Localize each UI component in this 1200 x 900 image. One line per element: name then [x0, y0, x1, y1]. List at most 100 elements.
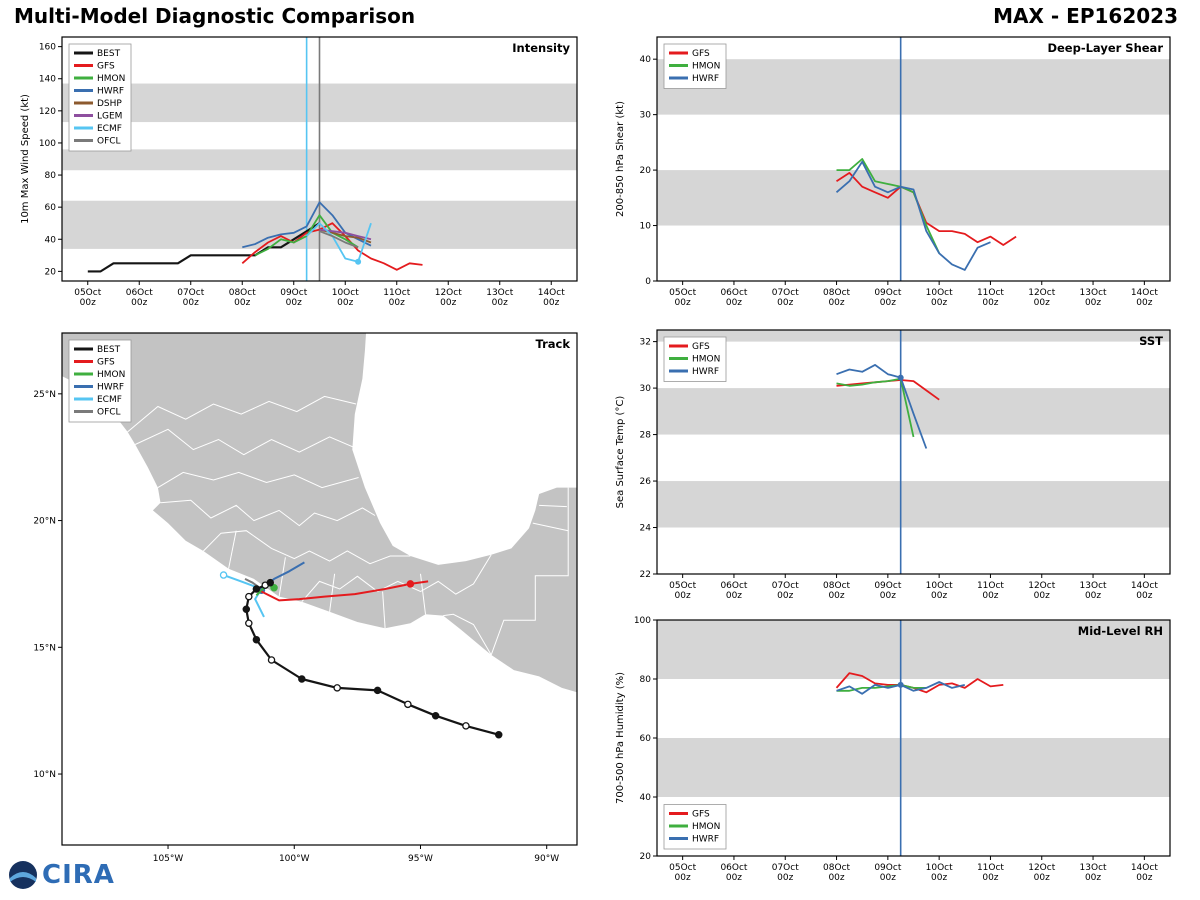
x-tick-date: 12Oct — [1028, 581, 1055, 591]
lon-tick-label: 90°W — [534, 854, 559, 864]
state-boundary — [160, 499, 376, 527]
y-tick-label: 120 — [39, 107, 56, 117]
shaded-band — [657, 59, 1170, 115]
y-tick-label: 10 — [640, 222, 652, 232]
marker-hwrf — [897, 374, 904, 381]
state-boundary — [539, 504, 567, 508]
legend-label-dshp: DSHP — [97, 99, 122, 109]
x-tick-hour: 00z — [80, 298, 96, 308]
legend-label-hwrf: HWRF — [97, 383, 124, 393]
x-tick-date: 07Oct — [772, 288, 799, 298]
state-boundary — [382, 591, 386, 629]
x-tick-date: 14Oct — [1131, 288, 1158, 298]
noaa-logo-icon — [9, 861, 37, 889]
x-tick-date: 11Oct — [977, 288, 1004, 298]
land-mexico — [62, 333, 577, 693]
position-marker-best — [431, 711, 440, 720]
x-tick-date: 14Oct — [538, 288, 565, 298]
x-tick-hour: 00z — [777, 591, 793, 601]
position-marker-best — [266, 578, 275, 587]
panel-title: Deep-Layer Shear — [1047, 41, 1163, 55]
position-marker-best — [494, 730, 503, 739]
x-tick-hour: 00z — [982, 298, 998, 308]
x-tick-date: 05Oct — [74, 288, 101, 298]
x-tick-date: 06Oct — [126, 288, 153, 298]
legend-label-hmon: HMON — [692, 62, 720, 72]
y-tick-label: 26 — [640, 477, 652, 487]
legend-label-ofcl: OFCL — [97, 408, 121, 418]
y-tick-label: 80 — [640, 675, 652, 685]
shear-panel: 01020304005Oct00z06Oct00z07Oct00z08Oct00… — [615, 36, 1171, 308]
x-tick-date: 06Oct — [720, 581, 747, 591]
position-marker-best — [373, 686, 382, 695]
series-hwrf — [242, 201, 372, 249]
x-tick-hour: 00z — [337, 298, 353, 308]
series-gfs — [836, 171, 1017, 246]
panel-title: Track — [536, 337, 571, 351]
y-tick-label: 80 — [45, 171, 57, 181]
x-tick-hour: 00z — [880, 298, 896, 308]
x-tick-hour: 00z — [880, 873, 896, 883]
legend-label-hwrf: HWRF — [692, 367, 719, 377]
panel-border — [656, 36, 1171, 282]
x-tick-hour: 00z — [440, 298, 456, 308]
x-tick-hour: 00z — [183, 298, 199, 308]
legend-label-best: BEST — [97, 49, 121, 59]
legend-label-ecmf: ECMF — [97, 395, 122, 405]
x-tick-date: 10Oct — [926, 581, 953, 591]
y-tick-label: 32 — [640, 338, 651, 348]
y-tick-label: 40 — [640, 793, 652, 803]
x-tick-date: 10Oct — [332, 288, 359, 298]
x-tick-hour: 00z — [131, 298, 147, 308]
sst-panel: 22242628303205Oct00z06Oct00z07Oct00z08Oc… — [615, 329, 1171, 601]
x-tick-hour: 00z — [675, 591, 691, 601]
y-tick-label: 28 — [640, 431, 652, 441]
forecast-marker-gfs — [406, 580, 415, 588]
legend-label-ecmf: ECMF — [97, 124, 122, 134]
rh-panel: 2040608010005Oct00z06Oct00z07Oct00z08Oct… — [615, 616, 1171, 883]
marker-hwrf — [897, 681, 904, 688]
x-tick-hour: 00z — [726, 873, 742, 883]
panel-title: Mid-Level RH — [1078, 624, 1163, 638]
x-tick-date: 09Oct — [874, 863, 901, 873]
x-tick-hour: 00z — [234, 298, 250, 308]
y-axis-label: 10m Max Wind Speed (kt) — [20, 94, 31, 224]
x-tick-hour: 00z — [931, 873, 947, 883]
y-tick-label: 40 — [640, 55, 652, 65]
y-tick-label: 140 — [39, 75, 56, 85]
y-tick-label: 20 — [640, 852, 652, 862]
x-tick-date: 05Oct — [669, 288, 696, 298]
legend-label-hmon: HMON — [97, 370, 125, 380]
shear-legend: GFS HMON HWRF — [663, 43, 727, 89]
legend-label-gfs: GFS — [692, 49, 710, 59]
x-tick-date: 13Oct — [486, 288, 513, 298]
state-boundary — [203, 530, 411, 565]
y-tick-label: 30 — [640, 111, 652, 121]
lat-tick-label: 25°N — [33, 390, 56, 400]
x-tick-hour: 00z — [982, 591, 998, 601]
x-tick-hour: 00z — [777, 298, 793, 308]
series-gfs — [241, 222, 423, 271]
lat-tick-label: 20°N — [33, 517, 56, 527]
cira-logo-text: CIRA — [42, 860, 115, 890]
position-marker-best — [298, 675, 306, 683]
legend-label-hwrf: HWRF — [692, 835, 719, 845]
position-marker-best — [404, 700, 412, 709]
y-tick-label: 30 — [640, 384, 652, 394]
legend-label-gfs: GFS — [97, 62, 115, 72]
marker-ecmf — [355, 258, 362, 265]
page-title: Multi-Model Diagnostic Comparison — [14, 4, 416, 28]
y-tick-label: 20 — [45, 267, 57, 277]
position-marker-best — [252, 635, 261, 644]
y-tick-label: 100 — [634, 616, 651, 626]
x-tick-hour: 00z — [543, 298, 559, 308]
shaded-band — [657, 330, 1170, 342]
panel-border — [61, 332, 578, 846]
x-tick-date: 05Oct — [669, 581, 696, 591]
position-marker-best — [333, 684, 341, 692]
x-tick-hour: 00z — [1034, 873, 1050, 883]
x-tick-hour: 00z — [726, 298, 742, 308]
state-boundary — [127, 395, 357, 433]
state-boundary — [157, 471, 359, 489]
lat-tick-label: 10°N — [33, 770, 56, 780]
